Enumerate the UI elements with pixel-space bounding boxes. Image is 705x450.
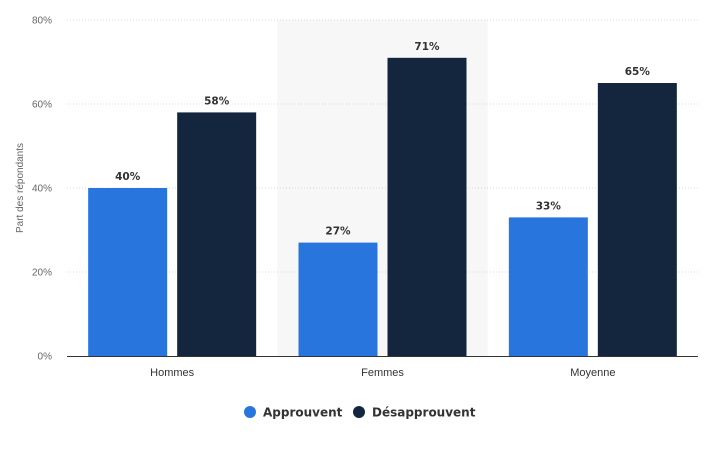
grid-lines xyxy=(67,19,698,273)
data-label: 65% xyxy=(625,66,651,78)
y-tick-label: 40% xyxy=(32,184,52,195)
bar-approuvent-femmes[interactable] xyxy=(298,242,378,356)
y-tick-label: 60% xyxy=(32,100,52,111)
bars: 40% 58% 27% 71% 33% 65% xyxy=(88,41,677,357)
data-label: 27% xyxy=(325,226,351,238)
legend-item-approuvent[interactable]: Approuvent xyxy=(244,406,343,420)
data-label: 58% xyxy=(204,95,230,107)
bar-désapprouvent-hommes[interactable] xyxy=(177,112,257,357)
x-category-label: Hommes xyxy=(150,367,195,379)
x-axis-categories: Hommes Femmes Moyenne xyxy=(150,367,615,379)
y-axis-ticks: 0% 20% 40% 60% 80% xyxy=(32,16,52,363)
bar-désapprouvent-femmes[interactable] xyxy=(387,57,467,357)
legend-label: Approuvent xyxy=(263,406,343,420)
data-label: 71% xyxy=(414,41,440,53)
legend-marker xyxy=(353,406,365,418)
x-category-label: Moyenne xyxy=(570,367,615,379)
x-category-label: Femmes xyxy=(361,367,404,379)
bar-approuvent-hommes[interactable] xyxy=(88,188,168,356)
bar-approuvent-moyenne[interactable] xyxy=(508,217,588,356)
bar-désapprouvent-moyenne[interactable] xyxy=(597,83,677,356)
y-tick-label: 0% xyxy=(38,352,53,363)
y-tick-label: 80% xyxy=(32,16,52,27)
y-tick-label: 20% xyxy=(32,268,52,279)
legend-item-désapprouvent[interactable]: Désapprouvent xyxy=(353,406,476,420)
data-label: 40% xyxy=(115,171,141,183)
legend-marker xyxy=(244,406,256,418)
legend[interactable]: Approuvent Désapprouvent xyxy=(244,406,476,420)
y-axis-label: Part des répondants xyxy=(15,143,26,233)
data-label: 33% xyxy=(536,200,562,212)
legend-label: Désapprouvent xyxy=(372,406,476,420)
